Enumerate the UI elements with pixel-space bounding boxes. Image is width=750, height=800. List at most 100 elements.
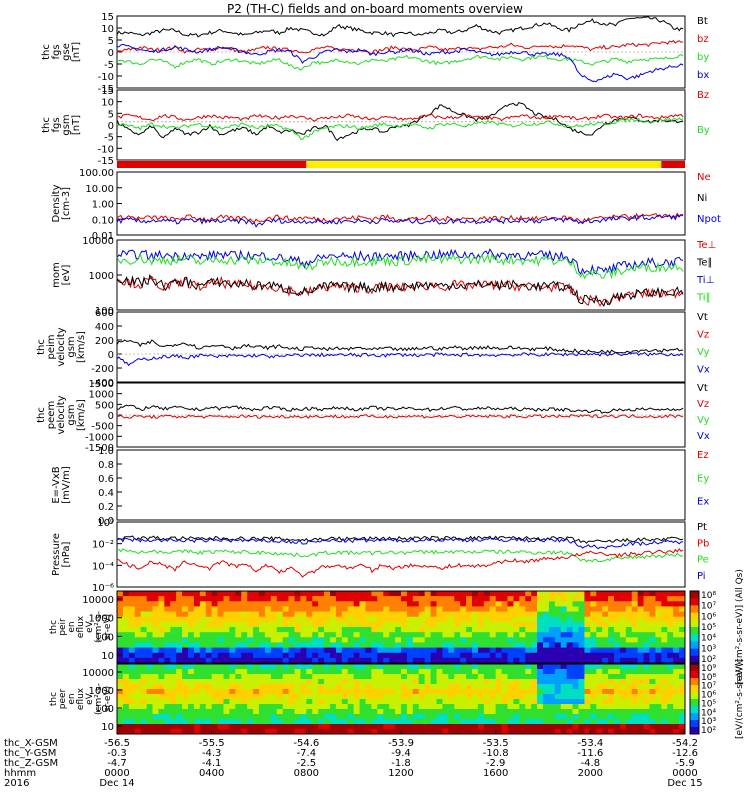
spectrogram-cell (170, 616, 177, 623)
spectrogram-cell (472, 647, 479, 654)
y-tick-label: 1000 (89, 614, 114, 625)
spectrogram-cell (229, 704, 236, 710)
legend-entry: Ez (697, 450, 709, 461)
spectrogram-cell (365, 632, 372, 638)
spectrogram-cell (448, 679, 455, 685)
spectrogram-cell (158, 719, 165, 725)
spectrogram-cell (412, 709, 420, 715)
spectrogram-cell (241, 611, 248, 618)
spectrogram-cell (483, 679, 491, 685)
spectrogram-cell (454, 669, 461, 675)
spectrogram-cell (353, 642, 360, 648)
spectrogram-cell (525, 596, 532, 602)
spectrogram-cell (276, 704, 283, 710)
ephemeris-value: 0000 (672, 768, 697, 779)
spectrogram-cell (128, 704, 136, 710)
spectrogram-cell (193, 674, 201, 680)
spectrogram-cell (614, 674, 621, 680)
spectrogram-cell (300, 611, 307, 618)
spectrogram-cell (152, 632, 159, 638)
spectrogram-cell (270, 611, 278, 618)
spectrogram-cell (347, 611, 354, 618)
spectrogram-cell (365, 699, 372, 705)
spectrogram-cell (448, 729, 455, 735)
spectrogram-cell (537, 724, 544, 730)
spectrogram-cell (466, 632, 473, 638)
spectrogram-cell (655, 729, 662, 735)
spectrogram-cell (395, 596, 402, 602)
mode-bar-segment (117, 161, 307, 168)
spectrogram-cell (448, 632, 455, 638)
spectrogram-cell (389, 596, 396, 602)
spectrogram-cell (483, 689, 491, 695)
spectrogram-cell (341, 616, 349, 623)
panel-frame (116, 311, 686, 383)
spectrogram-cell (572, 596, 579, 602)
spectrogram-cell (424, 669, 431, 675)
spectrogram-cell (294, 591, 301, 597)
spectrogram-cell (448, 669, 455, 675)
spectrogram-cell (643, 729, 650, 735)
spectrogram-cell (288, 591, 295, 597)
spectrogram-cell (170, 596, 177, 602)
spectrogram-cell (602, 616, 609, 623)
spectrogram-cell (128, 699, 136, 705)
spectrogram-cell (454, 611, 461, 618)
spectrogram-cell (205, 591, 212, 597)
spectrogram-cell (537, 591, 544, 597)
spectrogram-cell (318, 714, 325, 720)
spectrogram-cell (507, 709, 514, 715)
spectrogram-cell (513, 616, 520, 623)
spectrogram-cell (276, 647, 283, 654)
spectrogram-cell (631, 709, 638, 715)
spectrogram-cell (679, 621, 686, 628)
y-tick-label: 100 (95, 632, 114, 643)
spectrogram-cell (566, 601, 573, 607)
spectrogram-cell (383, 719, 390, 725)
spectrogram-cell (253, 642, 260, 648)
spectrogram-cell (572, 642, 579, 648)
spectrogram-cell (170, 669, 177, 675)
spectrogram-cell (418, 611, 425, 618)
spectrogram-cell (412, 704, 420, 710)
spectrogram-cell (341, 699, 349, 705)
spectrogram-cell (276, 699, 283, 705)
spectrogram-cell (554, 616, 562, 623)
spectrogram-cell (264, 674, 272, 680)
spectrogram-cell (619, 674, 627, 680)
spectrogram-cell (548, 621, 556, 628)
spectrogram-cell (312, 596, 319, 602)
spectrogram-cell (128, 674, 136, 680)
spectrogram-cell (176, 709, 183, 715)
spectrogram-cell (146, 657, 153, 664)
spectrogram-cell (424, 694, 431, 700)
spectrogram-cell (318, 621, 325, 628)
spectrogram-cell (483, 724, 491, 730)
spectrogram-cell (667, 627, 674, 633)
colorbar-segment (690, 685, 699, 689)
spectrogram-cell (395, 714, 402, 720)
spectrogram-cell (235, 627, 242, 633)
spectrogram-cell (412, 642, 420, 648)
spectrogram-cell (122, 637, 130, 643)
spectrogram-cell (643, 704, 650, 710)
colorbar-segment (690, 664, 699, 668)
spectrogram-cell (140, 714, 147, 720)
spectrogram-cell (205, 699, 212, 705)
spectrogram-cell (122, 601, 130, 607)
spectrogram-cell (525, 621, 532, 628)
spectrogram-cell (306, 674, 313, 680)
spectrogram-cell (430, 694, 437, 700)
spectrogram-cell (649, 596, 656, 602)
spectrogram-cell (140, 664, 147, 670)
spectrogram-cell (312, 637, 319, 643)
spectrogram-cell (134, 709, 141, 715)
spectrogram-cell (673, 699, 680, 705)
spectrogram-cell (377, 642, 384, 648)
spectrogram-cell (436, 642, 443, 648)
spectrogram-cell (223, 719, 230, 725)
spectrogram-cell (122, 674, 130, 680)
spectrogram-cell (454, 637, 461, 643)
spectrogram-cell (602, 606, 609, 612)
spectrogram-cell (543, 724, 550, 730)
